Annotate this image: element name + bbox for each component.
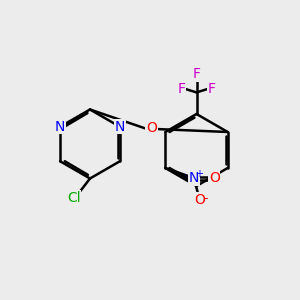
Text: -: -: [203, 192, 208, 205]
Text: O: O: [209, 172, 220, 185]
Text: O: O: [146, 122, 157, 135]
Text: N: N: [189, 172, 199, 185]
Text: F: F: [208, 82, 216, 96]
Text: N: N: [115, 120, 125, 134]
Text: N: N: [55, 120, 65, 134]
Text: F: F: [193, 68, 200, 81]
Text: Cl: Cl: [67, 191, 80, 205]
Text: +: +: [195, 169, 203, 179]
Text: O: O: [194, 193, 205, 207]
Text: F: F: [177, 82, 185, 96]
